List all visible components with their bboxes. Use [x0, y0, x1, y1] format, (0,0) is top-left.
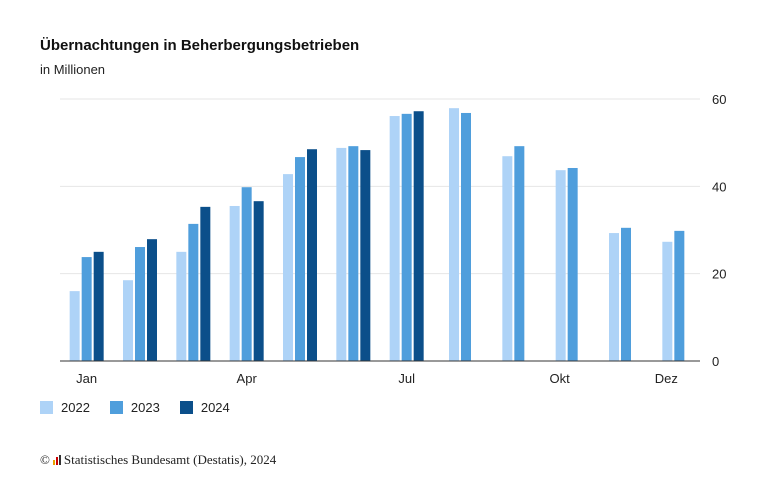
legend-label: 2024 [200, 400, 230, 415]
bar-2023-Jun [348, 146, 359, 361]
x-tick-label: Jan [76, 371, 97, 386]
bar-2022-Nov [609, 233, 619, 361]
bar-2024-Apr [253, 201, 264, 361]
copyright-symbol: © [40, 452, 50, 467]
destatis-logo-icon [52, 455, 61, 465]
bar-2022-Jun [336, 147, 347, 361]
legend-item-2024[interactable]: 2024 [179, 400, 230, 415]
bar-2023-Nov [621, 227, 631, 361]
y-tick-label: 20 [712, 267, 726, 282]
footer-source: Statistisches Bundesamt (Destatis), 2024 [63, 452, 277, 467]
y-tick-label: 60 [712, 92, 726, 107]
bar-2022-Sep [502, 156, 513, 361]
legend-label: 2023 [130, 400, 160, 415]
legend-swatch [109, 401, 123, 414]
y-tick-label: 40 [712, 179, 726, 194]
bar-2022-Dez [662, 241, 673, 361]
bar-2022-Apr [229, 205, 240, 361]
bar-2024-Jul [413, 111, 424, 361]
x-tick-label: Apr [237, 371, 258, 386]
x-tick-label: Jul [398, 371, 415, 386]
bar-2023-Mär [188, 223, 199, 361]
bar-2023-Dez [674, 230, 685, 361]
legend: 2022 2023 2024 [40, 400, 230, 415]
bar-2024-Feb [147, 239, 157, 361]
bar-2022-Mai [283, 174, 293, 361]
bar-2022-Jul [389, 116, 400, 361]
bar-2024-Jun [360, 150, 371, 361]
chart-subtitle: in Millionen [40, 62, 106, 77]
bar-2023-Okt [567, 167, 578, 361]
x-tick-label: Dez [655, 371, 678, 386]
bar-2023-Jan [81, 257, 92, 361]
bar-2022-Okt [555, 170, 566, 361]
bar-2023-Apr [241, 187, 252, 361]
bar-2022-Aug [449, 108, 459, 361]
chart-title: Übernachtungen in Beherbergungsbetrieben [40, 37, 360, 54]
legend-item-2022[interactable]: 2022 [40, 400, 90, 415]
bar-2023-Sep [514, 146, 525, 361]
footer: © Statistisches Bundesamt (Destatis), 20… [40, 452, 276, 468]
bar-2024-Mär [200, 206, 211, 361]
bar-2022-Jan [69, 291, 80, 361]
legend-label: 2022 [61, 400, 90, 415]
legend-swatch [40, 401, 53, 414]
bar-2023-Feb [135, 247, 145, 361]
y-tick-label: 0 [712, 354, 719, 369]
bar-2023-Aug [461, 112, 471, 362]
legend-item-2023[interactable]: 2023 [109, 400, 160, 415]
bar-2024-Jan [93, 251, 104, 361]
x-tick-label: Okt [550, 371, 571, 386]
legend-swatch [179, 401, 193, 414]
bar-2022-Mär [176, 251, 187, 361]
bar-2022-Feb [123, 280, 133, 361]
bar-chart: 0 20 40 60 Jan Apr Jul Okt Dez [60, 92, 726, 386]
bar-2023-Mai [295, 157, 305, 361]
bar-2024-Mai [307, 149, 317, 361]
bar-2023-Jul [401, 113, 412, 361]
